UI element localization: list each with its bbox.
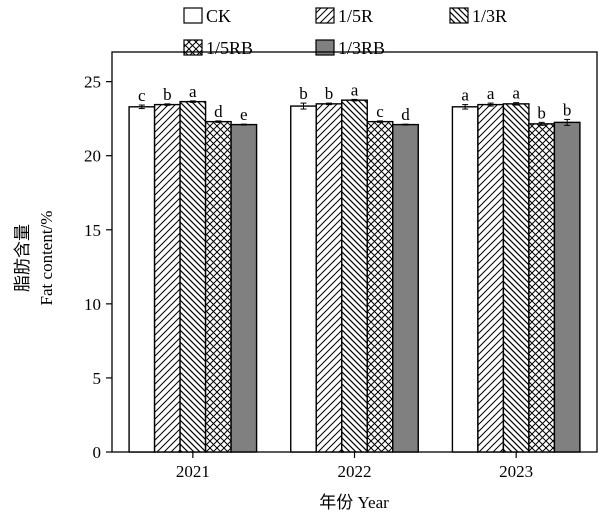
legend: CK 1/5R 1/3R 1/5RB 1/3RB — [183, 6, 507, 58]
y-tick-label: 0 — [93, 443, 102, 462]
bar — [128, 106, 156, 453]
y-tick-label: 20 — [84, 147, 101, 166]
bar — [477, 103, 505, 453]
legend-label: 1/3RB — [338, 38, 385, 58]
y-tick-label: 10 — [84, 295, 101, 314]
legend-label: 1/5R — [338, 6, 373, 26]
bar — [230, 123, 258, 453]
y-axis: 0 5 10 15 20 25 — [84, 73, 112, 462]
significance-letter: d — [214, 102, 223, 121]
significance-letter: b — [563, 100, 572, 119]
bar — [179, 100, 207, 453]
legend-swatch — [449, 7, 469, 24]
significance-letter: a — [512, 84, 520, 103]
bar — [204, 120, 232, 453]
legend-swatch — [315, 39, 335, 56]
legend-swatch — [315, 7, 335, 24]
legend-swatch — [183, 39, 203, 56]
significance-letter: b — [163, 85, 172, 104]
bar — [502, 103, 530, 453]
bar — [392, 123, 419, 453]
y-axis-title-zh: 脂肪含量 — [13, 224, 32, 292]
x-tick-label: 2022 — [338, 462, 372, 481]
y-tick-label: 15 — [84, 221, 101, 240]
significance-letter: c — [138, 86, 146, 105]
y-axis-title-en: Fat content/% — [37, 211, 56, 306]
bar — [315, 103, 343, 453]
y-tick-label: 25 — [84, 73, 101, 92]
significance-letter: a — [487, 84, 495, 103]
legend-swatch — [183, 7, 203, 24]
significance-letter: a — [461, 86, 469, 105]
significance-letter: b — [537, 103, 546, 122]
bar — [366, 120, 394, 453]
bar — [290, 105, 317, 453]
bars: c b ad eb b ac da a ab b — [128, 80, 581, 453]
significance-letter: d — [401, 105, 410, 124]
significance-letter: e — [240, 105, 248, 124]
significance-letter: c — [376, 102, 384, 121]
legend-label: 1/5RB — [206, 38, 253, 58]
significance-letter: a — [189, 82, 197, 101]
legend-label: CK — [206, 6, 231, 26]
y-tick-label: 5 — [93, 369, 102, 388]
x-axis-title: 年份 Year — [319, 493, 389, 512]
bar — [341, 99, 368, 453]
x-tick-label: 2021 — [176, 462, 210, 481]
bar — [553, 121, 581, 453]
significance-letter: b — [325, 84, 334, 103]
bar — [528, 123, 556, 453]
significance-letter: a — [351, 80, 359, 99]
x-tick-label: 2023 — [499, 462, 533, 481]
significance-letter: b — [299, 84, 308, 103]
bar — [451, 106, 479, 453]
bar — [153, 103, 181, 453]
x-axis: 2021 2022 2023 — [176, 452, 533, 481]
legend-label: 1/3R — [472, 6, 507, 26]
